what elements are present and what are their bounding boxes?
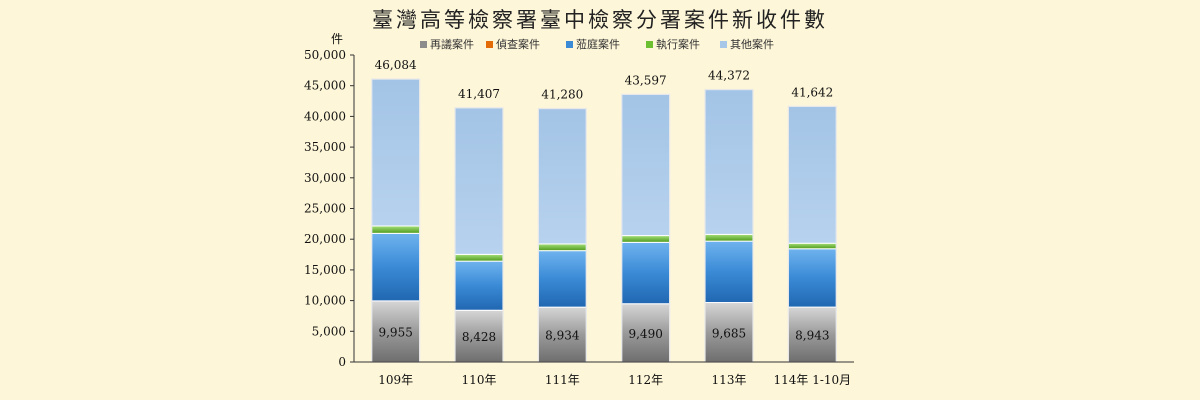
total-label: 43,597: [625, 73, 667, 87]
legend-swatch: [566, 41, 573, 48]
bar-segment-4-cat-5: [704, 233, 754, 242]
bars: [371, 78, 837, 363]
legend: 再議案件 偵查案件 蒞庭案件 執行案件 其他案件: [420, 37, 774, 51]
y-tick-label: 45,000: [304, 79, 346, 93]
x-tick-label: 111年: [545, 373, 580, 387]
bar-segment-3-cat-6: [787, 248, 837, 308]
bar-segment-5-cat-3: [537, 108, 587, 245]
x-axis: 109年 110年 111年 112年 113年 114年 1-10月: [354, 361, 854, 387]
bar-segment-3-cat-5: [704, 240, 754, 304]
y-tick-label: 50,000: [304, 48, 346, 62]
y-tick-label: 10,000: [304, 294, 346, 308]
y-unit-label: 件: [331, 32, 343, 46]
bar-segment-3-cat-2: [454, 260, 504, 311]
x-tick-label: 112年: [628, 373, 663, 387]
bar-segment-4-cat-1: [371, 225, 421, 234]
legend-label: 其他案件: [730, 37, 774, 51]
y-axis: 0 5,000 10,000 15,000 20,000 25,000 30,000 35,0…: [304, 48, 355, 369]
x-tick-label: 109年: [378, 373, 413, 387]
bar-segment-5-cat-1: [371, 78, 421, 227]
total-label: 46,084: [375, 58, 417, 72]
legend-swatch: [420, 41, 427, 48]
bar-segment-5-cat-6: [787, 105, 837, 244]
total-label: 41,407: [458, 87, 500, 101]
bar-segment-4-cat-3: [537, 243, 587, 252]
bar-segment-3-cat-4: [621, 241, 671, 305]
bar-segment-4-cat-4: [621, 235, 671, 243]
y-tick-label: 0: [338, 355, 346, 369]
bottom-segment-label: 9,955: [378, 325, 412, 339]
y-tick-label: 5,000: [312, 324, 346, 338]
legend-swatch: [720, 41, 727, 48]
x-tick-label: 113年: [712, 373, 747, 387]
legend-label: 再議案件: [430, 37, 474, 51]
bar-segment-4-cat-6: [787, 242, 837, 250]
total-label: 41,642: [791, 85, 833, 99]
y-tick-label: 20,000: [304, 232, 346, 246]
bar-segment-3-cat-1: [371, 232, 421, 302]
bottom-segment-label: 9,685: [712, 326, 746, 340]
bottom-segment-label: 8,934: [545, 329, 580, 343]
bar-segment-3-cat-3: [537, 250, 587, 308]
x-tick-label: 110年: [462, 373, 497, 387]
chart-title: 臺灣高等檢察署臺中檢察分署案件新收件數: [372, 8, 828, 32]
bar-segment-1-cat-1: [371, 300, 421, 363]
total-label: 44,372: [708, 69, 750, 83]
total-label: 41,280: [541, 88, 583, 102]
y-tick-label: 15,000: [304, 263, 346, 277]
y-tick-label: 25,000: [304, 202, 346, 216]
legend-swatch: [486, 41, 493, 48]
bottom-segment-label: 9,490: [628, 327, 662, 341]
bar-segment-5-cat-2: [454, 107, 504, 255]
legend-label: 蒞庭案件: [576, 37, 620, 51]
y-tick-label: 30,000: [304, 171, 346, 185]
bar-segment-4-cat-2: [454, 253, 504, 262]
x-tick-label: 114年 1-10月: [773, 373, 851, 387]
bottom-segment-label: 8,428: [462, 330, 496, 344]
legend-swatch: [646, 41, 653, 48]
y-tick-label: 40,000: [304, 109, 346, 123]
bar-segment-5-cat-5: [704, 89, 754, 235]
bottom-segment-label: 8,943: [795, 329, 829, 343]
legend-label: 偵查案件: [496, 37, 540, 51]
data-labels: 46,084 9,955 41,407 8,428 41,280 8,934 43,597 9…: [375, 58, 834, 344]
y-tick-label: 35,000: [304, 140, 346, 154]
bar-segment-1-cat-3: [537, 306, 587, 363]
bar-segment-5-cat-4: [621, 93, 671, 237]
legend-label: 執行案件: [656, 37, 700, 51]
